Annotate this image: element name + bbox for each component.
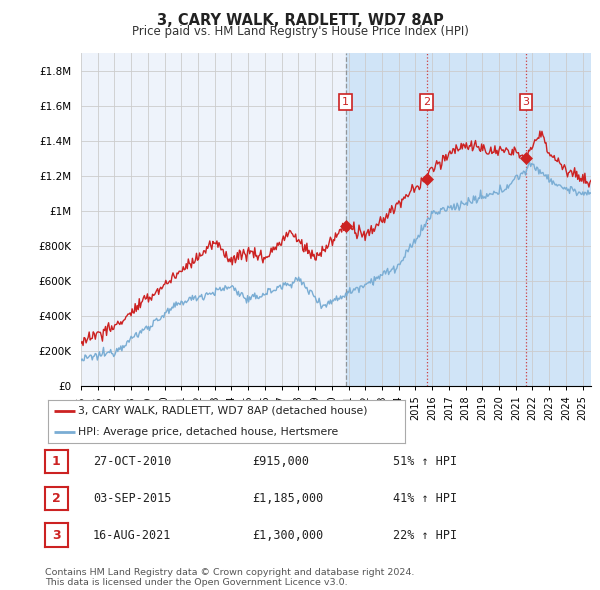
Text: 16-AUG-2021: 16-AUG-2021 xyxy=(93,529,172,542)
Text: HPI: Average price, detached house, Hertsmere: HPI: Average price, detached house, Hert… xyxy=(79,427,338,437)
Text: 41% ↑ HPI: 41% ↑ HPI xyxy=(393,492,457,505)
Text: £1,300,000: £1,300,000 xyxy=(252,529,323,542)
Text: 1: 1 xyxy=(52,455,61,468)
Text: 51% ↑ HPI: 51% ↑ HPI xyxy=(393,455,457,468)
Text: 3: 3 xyxy=(52,529,61,542)
Text: 1: 1 xyxy=(342,97,349,107)
Text: 27-OCT-2010: 27-OCT-2010 xyxy=(93,455,172,468)
Text: 03-SEP-2015: 03-SEP-2015 xyxy=(93,492,172,505)
Text: 2: 2 xyxy=(423,97,430,107)
Text: 3, CARY WALK, RADLETT, WD7 8AP (detached house): 3, CARY WALK, RADLETT, WD7 8AP (detached… xyxy=(79,406,368,415)
Text: Price paid vs. HM Land Registry's House Price Index (HPI): Price paid vs. HM Land Registry's House … xyxy=(131,25,469,38)
Text: Contains HM Land Registry data © Crown copyright and database right 2024.
This d: Contains HM Land Registry data © Crown c… xyxy=(45,568,415,587)
Text: 22% ↑ HPI: 22% ↑ HPI xyxy=(393,529,457,542)
Text: 3, CARY WALK, RADLETT, WD7 8AP: 3, CARY WALK, RADLETT, WD7 8AP xyxy=(157,13,443,28)
Text: £1,185,000: £1,185,000 xyxy=(252,492,323,505)
Text: £915,000: £915,000 xyxy=(252,455,309,468)
Text: 3: 3 xyxy=(523,97,530,107)
Bar xyxy=(346,53,591,386)
Text: 2: 2 xyxy=(52,492,61,505)
